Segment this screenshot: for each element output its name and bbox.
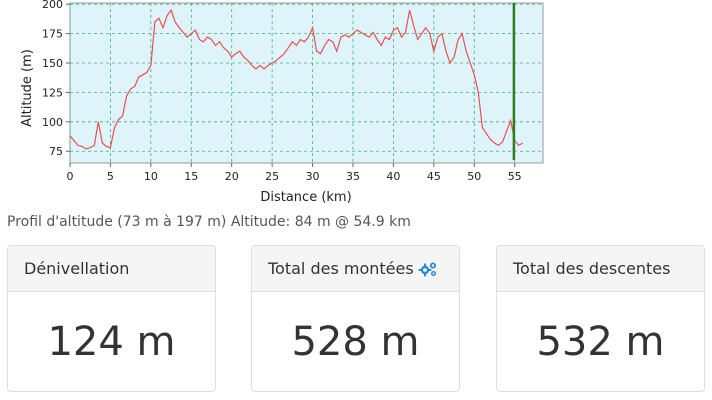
x-tick-label: 30: [306, 170, 320, 183]
total-descent-card: Total des descentes 532 m: [496, 245, 705, 392]
x-tick-label: 25: [265, 170, 279, 183]
altitude-profile-chart: 75 100 125 150 175 200 0 5 10 15 20 25 30 35 40 45 50 55…: [20, 0, 544, 205]
y-tick-label: 125: [42, 86, 63, 99]
card-title: Dénivellation: [24, 259, 130, 278]
card-header: Total des descentes: [497, 246, 704, 292]
x-tick-label: 15: [184, 170, 198, 183]
y-tick-label: 175: [42, 28, 63, 41]
x-tick-label: 0: [67, 170, 74, 183]
card-title: Total des montées: [268, 259, 414, 278]
elevation-difference-card: Dénivellation 124 m: [7, 245, 216, 392]
x-tick-label: 45: [427, 170, 441, 183]
altitude-series-line: [69, 8, 524, 150]
card-header: Dénivellation: [8, 246, 215, 292]
y-tick-label: 150: [42, 57, 63, 70]
x-axis-label: Distance (km): [260, 190, 351, 205]
card-header: Total des montées: [252, 246, 459, 292]
profile-caption: Profil d'altitude (73 m à 197 m) Altitud…: [7, 214, 411, 230]
card-title: Total des descentes: [513, 259, 671, 278]
plot-area: [69, 2, 544, 164]
x-axis-ticks: 0 5 10 15 20 25 30 35 40 45 50 55: [67, 163, 522, 183]
card-value: 124 m: [47, 319, 176, 365]
x-tick-label: 50: [467, 170, 481, 183]
x-tick-label: 55: [508, 170, 522, 183]
y-axis-ticks: 75 100 125 150 175 200: [42, 0, 70, 158]
x-tick-label: 20: [225, 170, 239, 183]
y-axis-label: Altitude (m): [20, 49, 35, 127]
x-tick-label: 40: [386, 170, 400, 183]
x-tick-label: 5: [107, 170, 114, 183]
card-value: 532 m: [536, 319, 665, 365]
x-tick-label: 35: [346, 170, 360, 183]
y-tick-label: 200: [42, 0, 63, 11]
y-tick-label: 75: [49, 145, 63, 158]
y-tick-label: 100: [42, 116, 63, 129]
x-tick-label: 10: [144, 170, 158, 183]
gears-icon[interactable]: [418, 261, 438, 277]
total-ascent-card: Total des montées 528 m: [251, 245, 460, 392]
card-value: 528 m: [291, 319, 420, 365]
